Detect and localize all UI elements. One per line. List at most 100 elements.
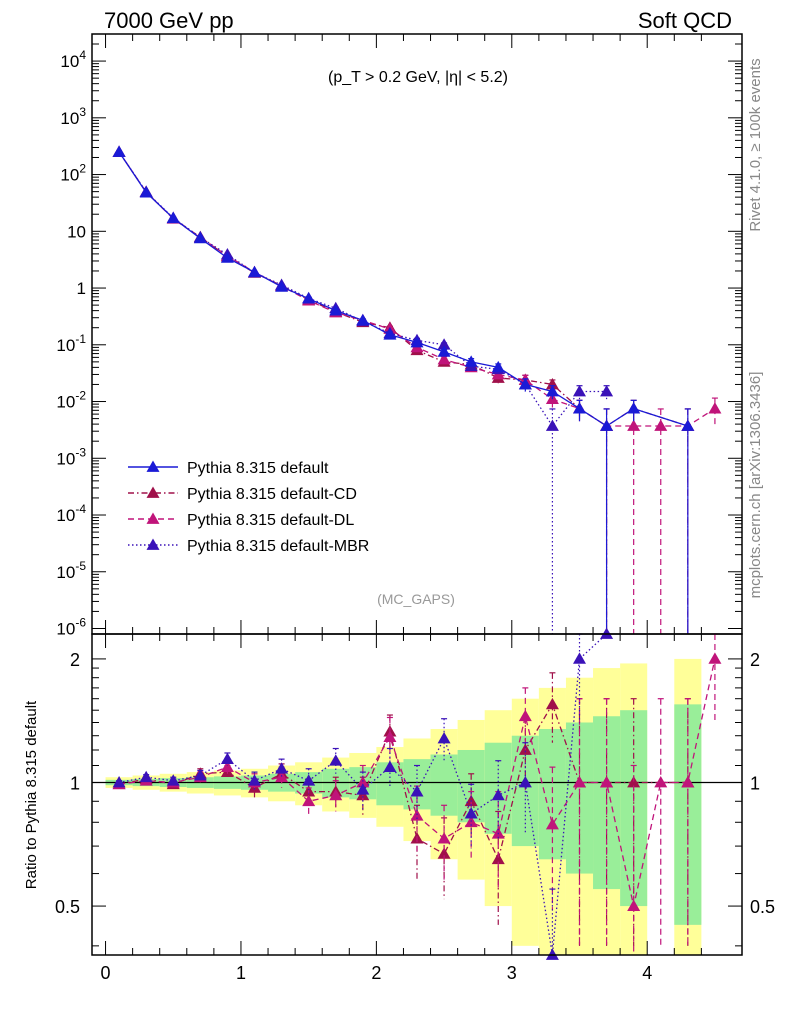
- y-tick-label: 10-3: [56, 445, 86, 468]
- series-0-marker: [573, 402, 586, 414]
- legend-marker-2: [146, 512, 160, 524]
- legend-marker-0: [146, 460, 160, 472]
- header-process-label: Soft QCD: [638, 8, 732, 33]
- series-0-marker: [681, 419, 695, 431]
- y-tick-label: 10-1: [56, 332, 86, 355]
- y-tick-label: 103: [60, 105, 86, 128]
- series-0-marker: [275, 280, 289, 292]
- ratio-series-3-marker: [193, 769, 207, 781]
- ratio-series-2-marker: [627, 899, 641, 911]
- ratio-y-tick-label-right: 0.5: [750, 897, 775, 917]
- ratio-y-tick-label: 0.5: [55, 897, 80, 917]
- ratio-series-2-marker: [654, 775, 668, 788]
- ratio-y-tick-label: 2: [70, 650, 80, 670]
- ratio-series-2-marker: [573, 775, 586, 788]
- series-0-marker: [139, 186, 153, 198]
- ratio-series-3-marker: [491, 788, 505, 801]
- legend: Pythia 8.315 default Pythia 8.315 default…: [128, 460, 369, 555]
- ratio-series-3-marker: [329, 754, 343, 766]
- series-0-marker: [383, 328, 397, 340]
- series-0-marker: [518, 377, 532, 390]
- series-1-marker: [545, 377, 559, 390]
- series-2-marker: [627, 419, 641, 431]
- series-0-marker: [356, 313, 370, 326]
- x-tick-label: 3: [507, 963, 517, 983]
- ratio-band-inner: [484, 742, 512, 834]
- y-tick-label: 10-6: [56, 616, 86, 639]
- series-0-marker: [329, 304, 343, 316]
- ratio-series-2-marker: [600, 775, 614, 788]
- ratio-panel: 0 1 2 3 4 0.5 0.5 1 1 2 2: [55, 627, 775, 983]
- ratio-series-3-marker: [356, 783, 370, 795]
- series-0-marker: [220, 251, 234, 263]
- ratio-y-tick-label-right: 2: [750, 650, 760, 670]
- analysis-name-label: (MC_GAPS): [377, 591, 455, 607]
- ratio-series-2-marker: [518, 709, 532, 722]
- ratio-series-1-marker: [627, 775, 641, 788]
- ratio-series-2-marker: [383, 730, 397, 742]
- ratio-series-2-marker: [708, 652, 722, 664]
- ratio-y-tick-label: 1: [70, 773, 80, 793]
- series-0-marker: [112, 145, 126, 157]
- legend-entry-3: Pythia 8.315 default-MBR: [187, 538, 369, 555]
- series-2-marker: [708, 402, 722, 414]
- ratio-series-3-marker: [573, 652, 586, 664]
- y-tick-label: 104: [60, 48, 86, 71]
- ratio-series-2-marker: [681, 775, 695, 788]
- series-3-marker: [437, 338, 451, 350]
- series-3-line: [118, 151, 607, 428]
- series-0-marker: [627, 402, 641, 414]
- series-3-marker: [545, 419, 559, 431]
- legend-marker-1: [146, 486, 160, 498]
- ratio-series-2-line: [119, 658, 716, 907]
- ratio-series-1-marker: [545, 697, 559, 710]
- ratio-series-3-marker: [275, 762, 289, 774]
- ratio-series-1-marker: [437, 847, 451, 859]
- series-3-marker: [573, 385, 586, 397]
- x-tick-label: 4: [642, 963, 652, 983]
- series-2-marker: [654, 419, 668, 431]
- x-tick-label: 0: [101, 963, 111, 983]
- ratio-y-axis-label: Ratio to Pythia 8.315 default: [23, 700, 40, 889]
- y-tick-label: 102: [60, 162, 86, 185]
- ratio-series-3-marker: [464, 807, 478, 819]
- ratio-series-2-marker: [329, 788, 343, 801]
- ratio-series-3-marker: [248, 774, 261, 786]
- series-0-marker: [302, 292, 316, 304]
- y-tick-label: 10: [67, 222, 86, 241]
- ratio-y-tick-label-right: 1: [750, 773, 760, 793]
- ratio-series-3-marker: [112, 775, 126, 788]
- ratio-series-3-marker: [220, 752, 234, 765]
- ratio-series-3-marker: [518, 775, 532, 788]
- legend-entry-1: Pythia 8.315 default-CD: [187, 486, 357, 503]
- ratio-series-3-marker: [410, 785, 424, 797]
- series-2-marker: [437, 353, 451, 365]
- ratio-series-3-marker: [600, 627, 614, 639]
- series-1-line: [118, 151, 688, 427]
- legend-entry-0: Pythia 8.315 default: [187, 460, 329, 477]
- y-tick-label: 10-2: [56, 389, 86, 412]
- ratio-series-3-marker: [302, 774, 316, 786]
- header-energy-label: 7000 GeV pp: [104, 8, 234, 33]
- series-0-marker: [545, 385, 559, 397]
- series-0-marker: [600, 419, 614, 431]
- series-0-line: [118, 151, 688, 427]
- mcplots-source-label: mcplots.cern.ch [arXiv:1306.3436]: [747, 372, 764, 599]
- ratio-series-3-marker: [437, 731, 451, 744]
- ratio-series-3-marker: [139, 770, 153, 783]
- rivet-version-label: Rivet 4.1.0, ≥ 100k events: [747, 58, 764, 231]
- ratio-series-2-marker: [545, 818, 559, 830]
- series-2-line: [118, 151, 716, 427]
- x-tick-label: 2: [371, 963, 381, 983]
- ratio-series-3-marker: [166, 774, 180, 786]
- ratio-series-2-marker: [302, 794, 316, 807]
- ratio-series-3-marker: [383, 760, 397, 773]
- legend-marker-3: [146, 538, 160, 550]
- series-0-marker: [193, 231, 207, 244]
- ratio-series-2-marker: [356, 775, 370, 788]
- main-panel: 10-6 10-5 10-4 10-3 10-2 10-1 1 10 102 103 104: [56, 33, 743, 639]
- ratio-series-3-marker: [545, 948, 559, 960]
- ratio-series-2-marker: [220, 760, 234, 773]
- y-tick-label: 10-5: [56, 559, 86, 582]
